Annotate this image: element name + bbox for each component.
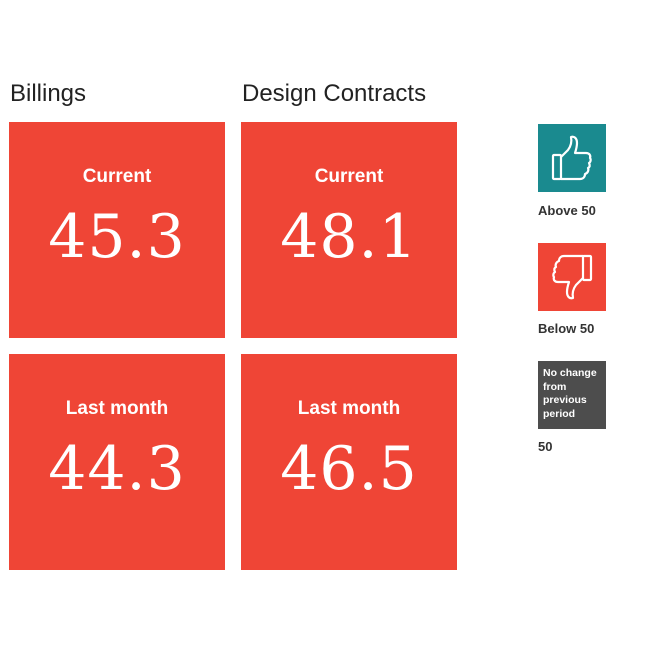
no-change-text: No change from previous period <box>543 367 597 420</box>
design-contracts-last-month-tile: Last month 46.5 <box>241 354 457 570</box>
tile-value: 48.1 <box>280 202 418 272</box>
tile-value: 44.3 <box>48 434 186 504</box>
tile-label: Current <box>82 166 152 187</box>
tile-label: Current <box>314 166 384 187</box>
billings-title: Billings <box>10 80 87 107</box>
tile-value: 45.3 <box>48 202 186 272</box>
design-contracts-title: Design Contracts <box>242 80 427 107</box>
legend-above-swatch <box>538 124 606 192</box>
legend-below-swatch <box>538 243 606 311</box>
billings-last-month-tile: Last month 44.3 <box>9 354 225 570</box>
legend-neutral-label: 50 <box>538 439 553 454</box>
billings-current-tile: Current 45.3 <box>9 122 225 338</box>
thumbs-up-icon <box>551 135 592 181</box>
legend-above-label: Above 50 <box>538 203 596 218</box>
legend-below-label: Below 50 <box>538 321 595 336</box>
legend-neutral-swatch: No change from previous period <box>538 361 606 429</box>
tile-label: Last month <box>297 398 401 419</box>
design-contracts-current-tile: Current 48.1 <box>241 122 457 338</box>
tile-value: 46.5 <box>280 434 418 504</box>
tile-label: Last month <box>65 398 169 419</box>
thumbs-down-icon <box>552 254 593 300</box>
